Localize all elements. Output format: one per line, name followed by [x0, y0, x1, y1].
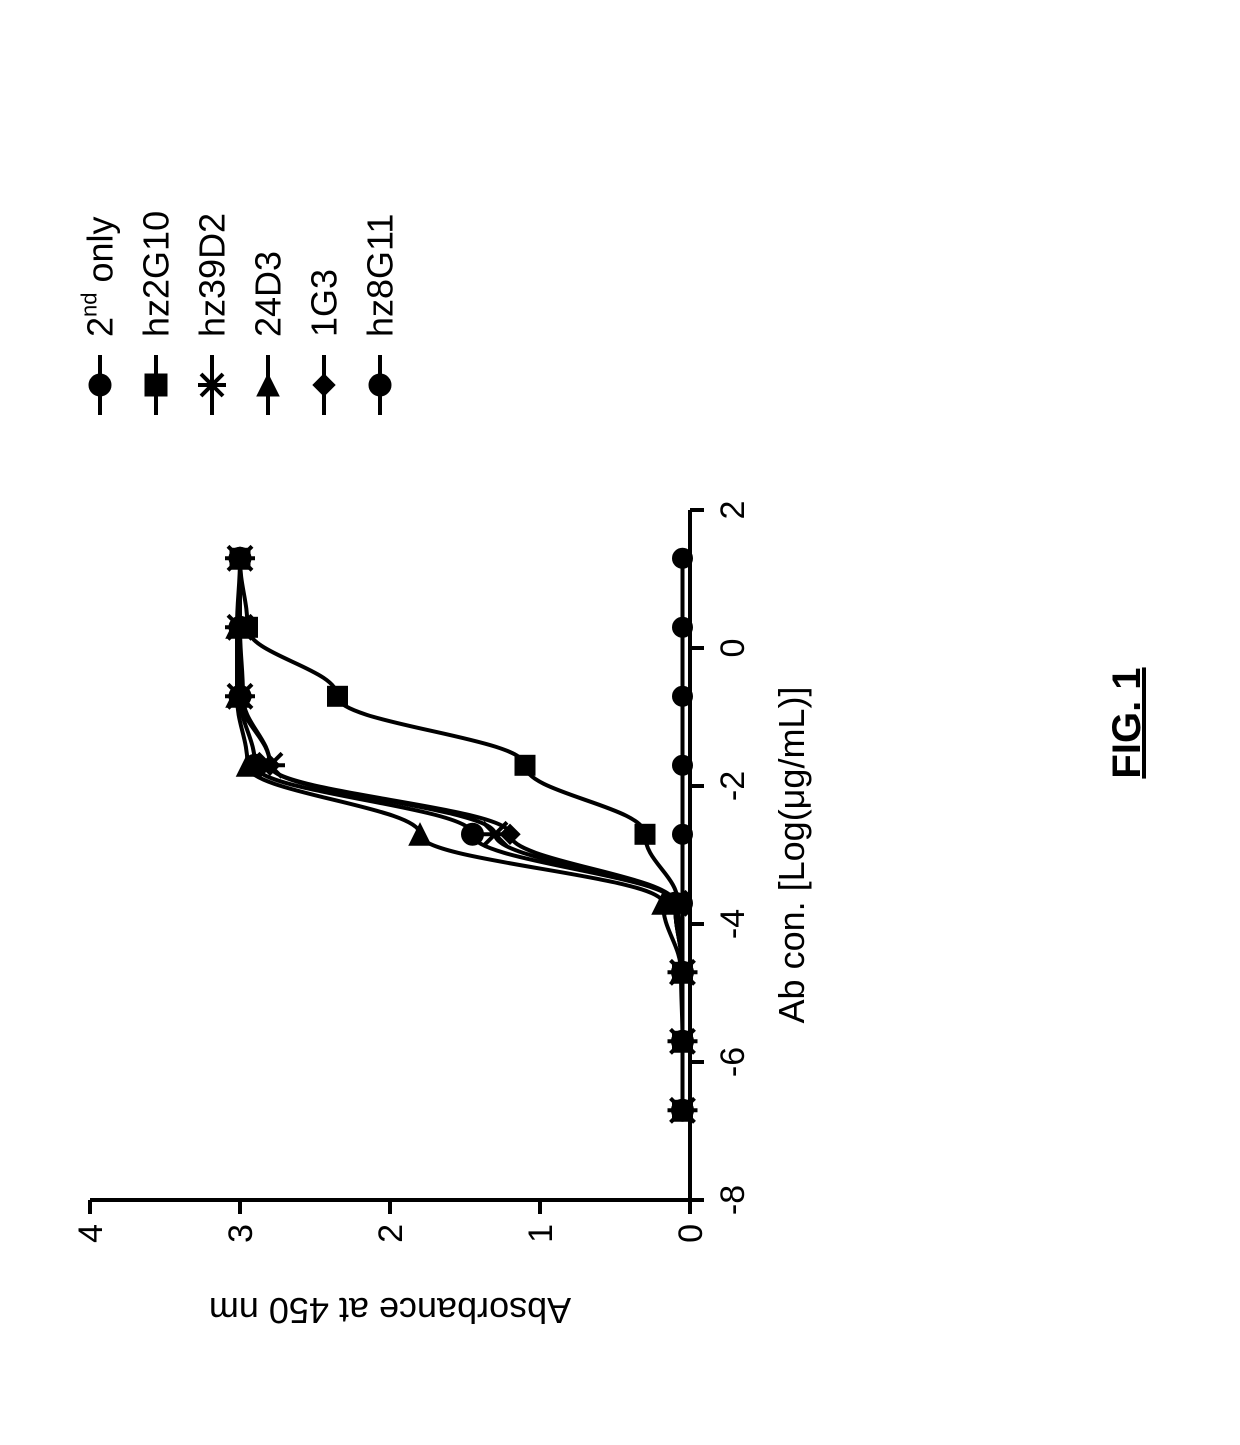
marker-circle-icon	[664, 892, 686, 914]
x-tick-label: -2	[714, 771, 752, 801]
x-tick-label: 0	[714, 639, 752, 658]
marker-circle-icon	[673, 686, 693, 706]
y-tick-label: 1	[522, 1224, 560, 1243]
y-tick-label: 4	[72, 1224, 110, 1243]
marker-circle-icon	[244, 754, 266, 776]
canvas: -8 -6 -4 -2 0 2 0 1 2 3 4 Ab con. [Log(μg/mL)] Absor…	[0, 0, 1240, 1445]
marker-circle-icon	[89, 374, 111, 396]
x-axis-label: Ab con. [Log(μg/mL)]	[771, 687, 812, 1024]
x-tick-label: -8	[714, 1185, 752, 1215]
marker-circle-icon	[229, 685, 251, 707]
x-tick-label: -4	[714, 909, 752, 939]
legend-label-hz2G10: hz2G10	[136, 211, 177, 337]
legend-label-hz39D2: hz39D2	[192, 213, 233, 337]
marker-circle-icon	[673, 548, 693, 568]
y-tick-label: 2	[372, 1224, 410, 1243]
marker-square-icon	[635, 824, 655, 844]
legend-label-hz8G11: hz8G11	[360, 214, 401, 337]
marker-square-icon	[145, 374, 167, 396]
marker-diamond-icon	[313, 374, 335, 396]
series-24D3-line	[237, 558, 683, 1110]
marker-circle-icon	[673, 755, 693, 775]
figure-caption: FIG. 1	[1105, 667, 1149, 778]
legend-label-24D3: 24D3	[248, 251, 289, 337]
marker-square-icon	[328, 686, 348, 706]
y-tick-label: 0	[672, 1224, 710, 1243]
marker-circle-icon	[672, 961, 694, 983]
x-tick-label: -6	[714, 1047, 752, 1077]
marker-circle-icon	[462, 823, 484, 845]
x-tick-label: 2	[714, 501, 752, 520]
legend-label-1G3: 1G3	[304, 269, 345, 337]
plot-border	[90, 510, 690, 1200]
marker-circle-icon	[229, 616, 251, 638]
marker-circle-icon	[672, 1030, 694, 1052]
marker-circle-icon	[369, 374, 391, 396]
marker-circle-icon	[673, 617, 693, 637]
marker-circle-icon	[673, 824, 693, 844]
marker-square-icon	[515, 755, 535, 775]
marker-circle-icon	[672, 1099, 694, 1121]
y-axis-label: Absorbance at 450 nm	[209, 1290, 571, 1331]
legend-label-2nd_only: 2nd only	[77, 216, 121, 337]
y-tick-label: 3	[222, 1224, 260, 1243]
marker-circle-icon	[229, 547, 251, 569]
marker-triangle-icon	[257, 374, 279, 396]
chart-figure: -8 -6 -4 -2 0 2 0 1 2 3 4 Ab con. [Log(μg/mL)] Absor…	[0, 0, 1240, 1445]
